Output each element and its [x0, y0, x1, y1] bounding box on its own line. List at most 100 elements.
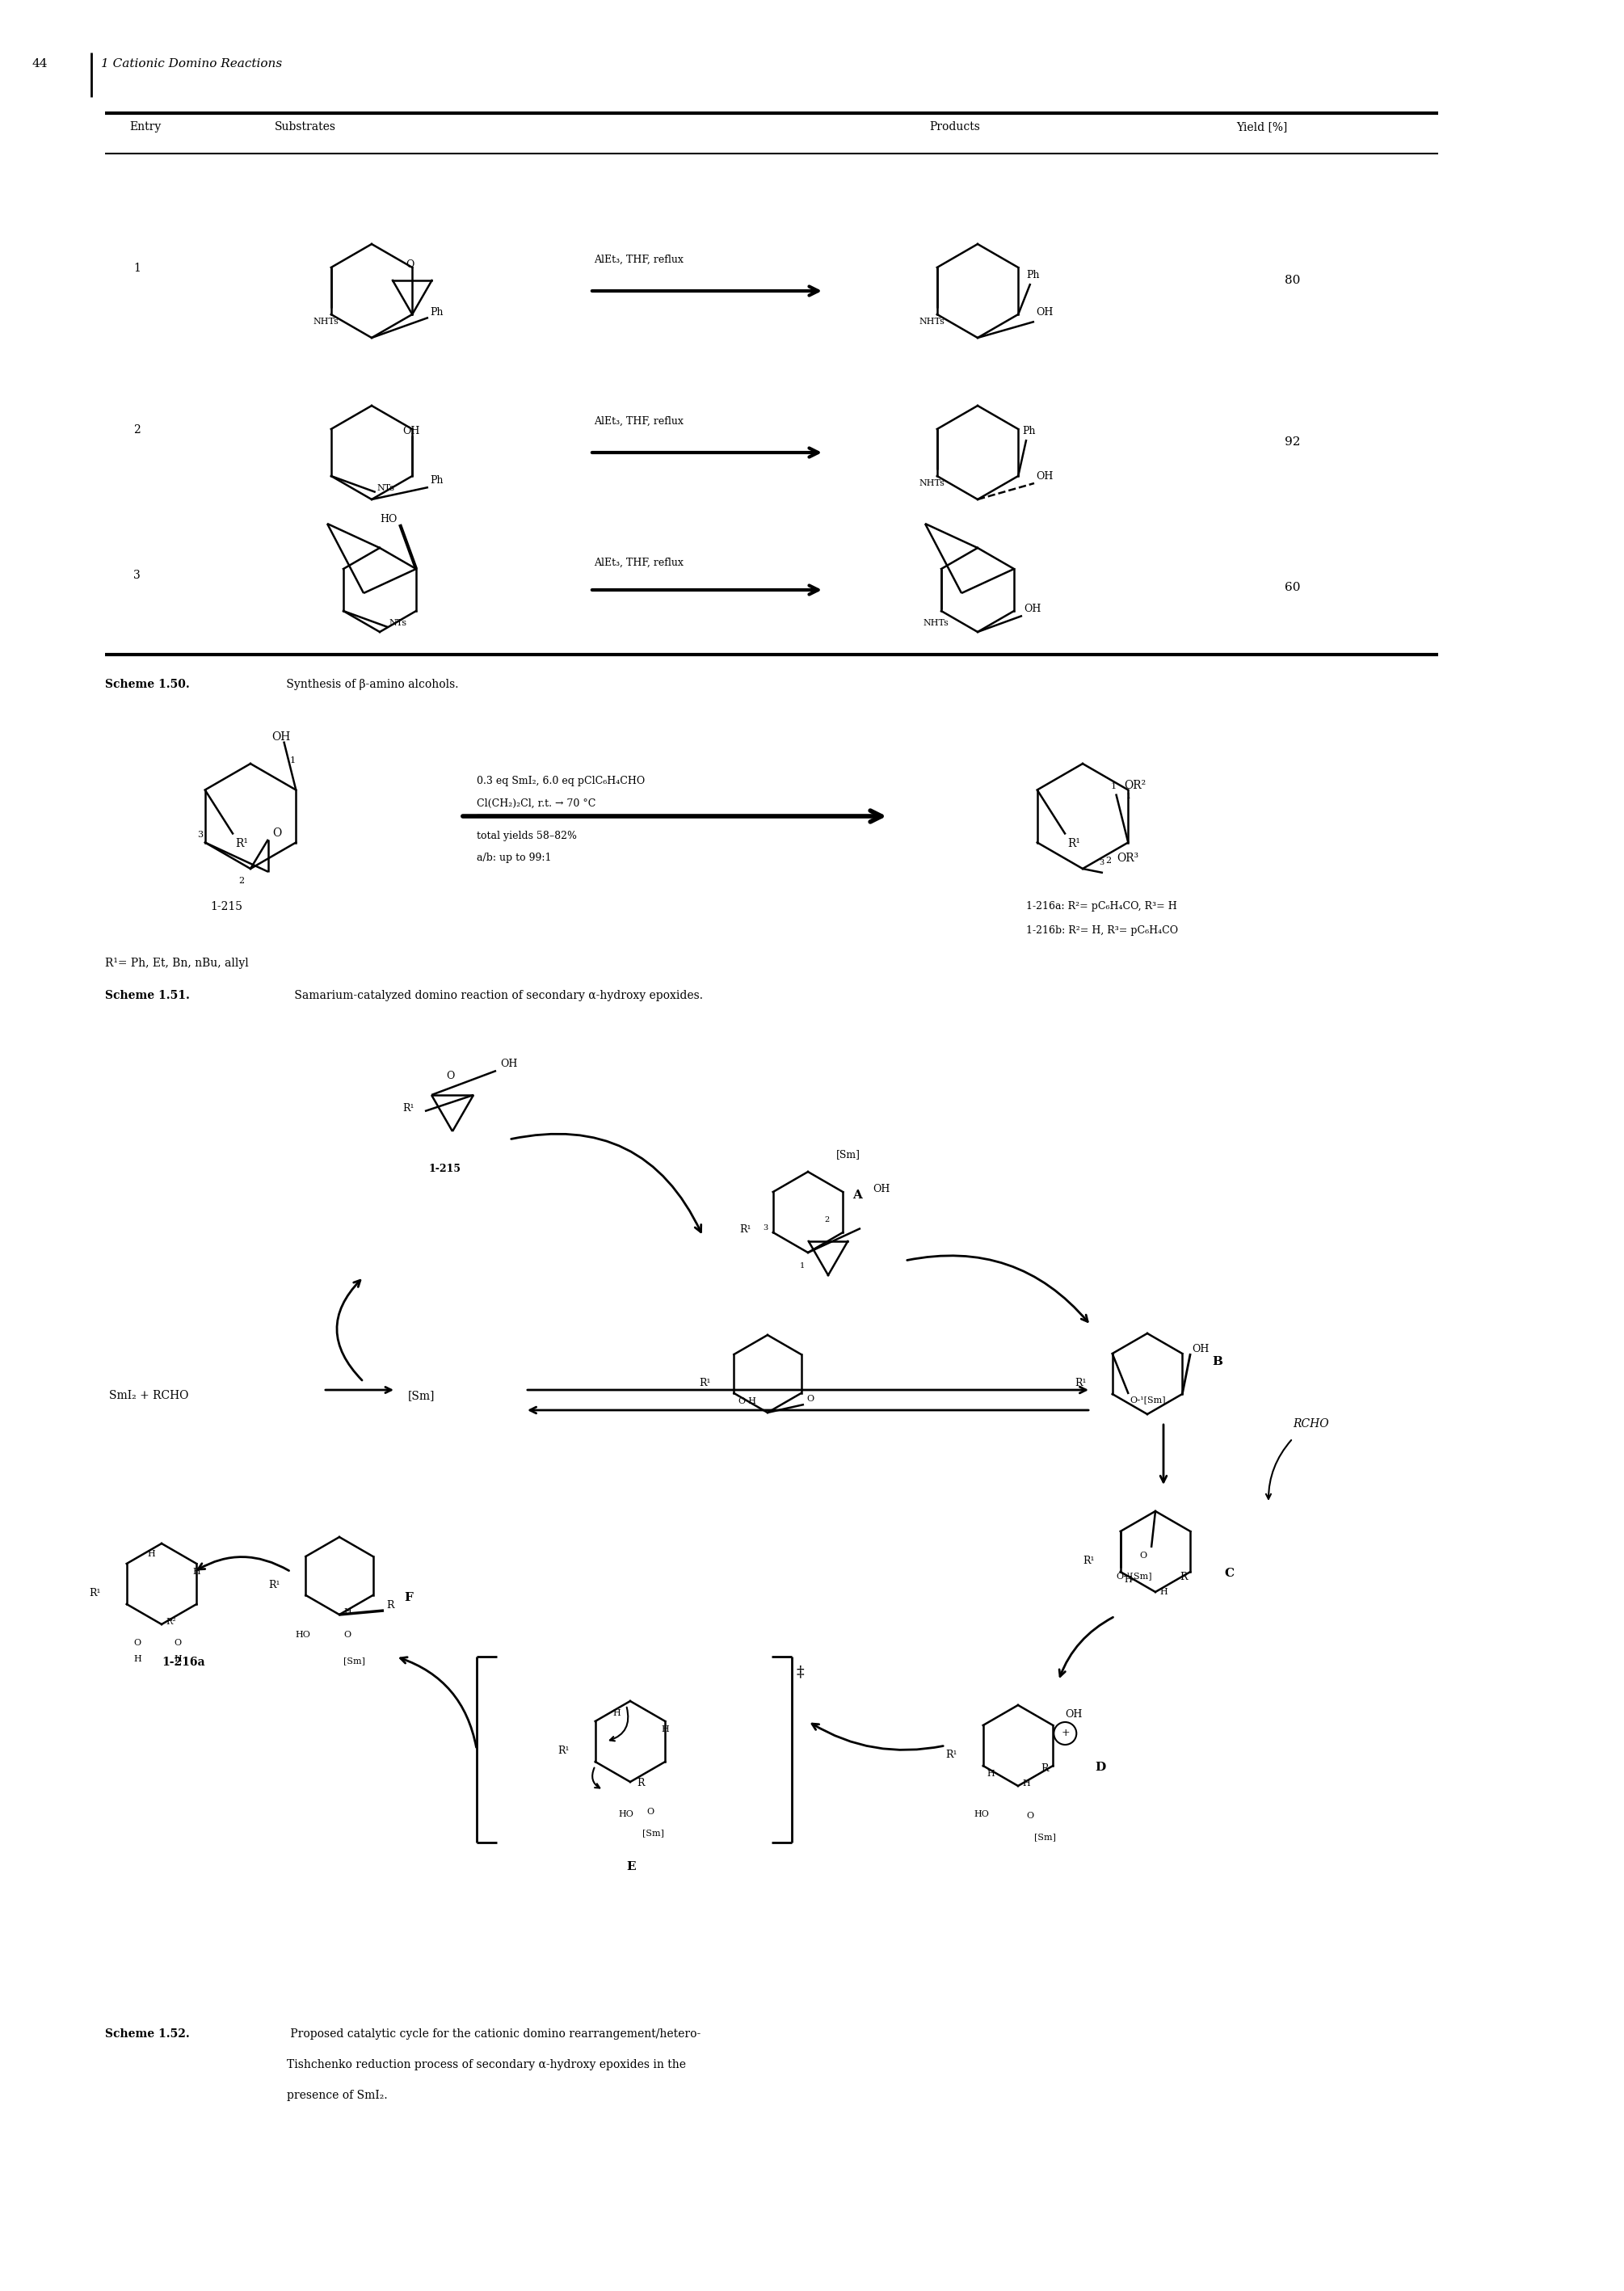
Text: presence of SmI₂.: presence of SmI₂. [287, 2089, 388, 2101]
Text: [Sm]: [Sm] [1034, 1833, 1056, 1842]
Text: 1-215: 1-215 [429, 1164, 461, 1175]
Text: Products: Products [929, 121, 979, 133]
Text: 2: 2 [239, 877, 244, 884]
Text: O: O [447, 1070, 455, 1081]
Text: O-H: O-H [737, 1398, 757, 1404]
Text: 1: 1 [133, 263, 141, 275]
Text: O: O [174, 1638, 182, 1647]
Text: Scheme 1.50.: Scheme 1.50. [106, 678, 190, 690]
Text: 1: 1 [1127, 793, 1132, 800]
Text: OH: OH [1192, 1345, 1210, 1354]
Text: F: F [404, 1592, 412, 1604]
Text: NTs: NTs [390, 619, 408, 628]
Text: total yields 58–82%: total yields 58–82% [477, 832, 577, 841]
Text: Ph: Ph [430, 474, 443, 486]
Text: 44: 44 [32, 57, 49, 69]
Text: O: O [1138, 1551, 1147, 1560]
Text: H: H [343, 1608, 351, 1615]
Text: HO: HO [619, 1810, 633, 1819]
Text: R¹: R¹ [739, 1223, 750, 1235]
Text: OH: OH [1065, 1709, 1083, 1721]
Text: RCHO: RCHO [1293, 1418, 1328, 1430]
Text: HO: HO [380, 513, 396, 525]
Text: 3: 3 [133, 570, 140, 582]
Text: E: E [627, 1860, 635, 1872]
Text: Synthesis of β-amino alcohols.: Synthesis of β-amino alcohols. [283, 678, 458, 690]
Text: O: O [1026, 1812, 1033, 1819]
Text: 1-216a: R²= pC₆H₄CO, R³= H: 1-216a: R²= pC₆H₄CO, R³= H [1026, 900, 1177, 912]
Text: C: C [1224, 1567, 1234, 1578]
Text: NHTs: NHTs [919, 479, 945, 488]
Text: 1-215: 1-215 [209, 900, 242, 912]
Text: H: H [987, 1769, 996, 1778]
Text: R¹: R¹ [1083, 1556, 1095, 1567]
Text: 80: 80 [1285, 275, 1301, 286]
Text: AlEt₃, THF, reflux: AlEt₃, THF, reflux [594, 557, 684, 568]
Text: 0.3 eq SmI₂, 6.0 eq pClC₆H₄CHO: 0.3 eq SmI₂, 6.0 eq pClC₆H₄CHO [477, 777, 645, 786]
Text: OH: OH [500, 1058, 518, 1070]
Text: 3: 3 [763, 1223, 768, 1233]
Text: O: O [273, 827, 281, 839]
Text: 1: 1 [289, 756, 296, 765]
Text: Ph: Ph [1026, 270, 1039, 280]
Text: OH: OH [271, 731, 291, 742]
Text: R: R [1041, 1764, 1049, 1773]
Text: NHTs: NHTs [313, 318, 339, 325]
Text: H: H [661, 1725, 669, 1734]
Text: R¹: R¹ [945, 1750, 957, 1759]
Text: Ph: Ph [430, 307, 443, 318]
Text: Cl(CH₂)₂Cl, r.t. → 70 °C: Cl(CH₂)₂Cl, r.t. → 70 °C [477, 800, 596, 809]
Text: OH: OH [1036, 472, 1052, 481]
Text: H: H [1021, 1780, 1030, 1787]
Text: OH: OH [403, 426, 421, 435]
Text: 3: 3 [197, 829, 203, 839]
Text: R: R [1179, 1572, 1187, 1583]
Text: 1-216a: 1-216a [162, 1656, 205, 1668]
Text: HO: HO [974, 1810, 989, 1819]
Text: Tishchenko reduction process of secondary α-hydroxy epoxides in the: Tishchenko reduction process of secondar… [287, 2060, 685, 2071]
Text: R¹: R¹ [403, 1102, 414, 1113]
Text: Yield [%]: Yield [%] [1236, 121, 1288, 133]
Text: Scheme 1.52.: Scheme 1.52. [106, 2028, 190, 2039]
Text: R¹: R¹ [268, 1581, 279, 1590]
Text: 2: 2 [1106, 857, 1111, 864]
Text: R¹= Ph, Et, Bn, nBu, allyl: R¹= Ph, Et, Bn, nBu, allyl [106, 958, 248, 969]
Text: R¹: R¹ [1069, 839, 1080, 850]
Text: 1 Cationic Domino Reactions: 1 Cationic Domino Reactions [101, 57, 283, 69]
Text: 1: 1 [801, 1262, 806, 1269]
Text: H: H [1160, 1588, 1168, 1597]
Text: OH: OH [872, 1184, 890, 1194]
Text: AlEt₃, THF, reflux: AlEt₃, THF, reflux [594, 417, 684, 426]
Text: O: O [807, 1395, 814, 1402]
Text: H: H [193, 1567, 200, 1576]
Text: O-¹[Sm]: O-¹[Sm] [1130, 1395, 1166, 1404]
Text: 3: 3 [1099, 859, 1104, 866]
Text: 1-216b: R²= H, R³= pC₆H₄CO: 1-216b: R²= H, R³= pC₆H₄CO [1026, 926, 1177, 935]
Text: D: D [1095, 1762, 1106, 1773]
Text: R: R [387, 1599, 395, 1611]
Text: R²: R² [166, 1617, 175, 1627]
Text: [Sm]: [Sm] [836, 1150, 861, 1159]
Text: +: + [1060, 1727, 1070, 1739]
Text: ‡: ‡ [796, 1666, 804, 1679]
Text: O-¹[Sm]: O-¹[Sm] [1116, 1572, 1153, 1581]
Text: Ph: Ph [1021, 426, 1036, 435]
Text: H: H [612, 1709, 620, 1718]
Text: O: O [133, 1638, 141, 1647]
Text: OH: OH [1036, 307, 1052, 318]
Text: H: H [133, 1654, 141, 1663]
Text: a/b: up to 99:1: a/b: up to 99:1 [477, 852, 552, 864]
Text: Scheme 1.51.: Scheme 1.51. [106, 990, 190, 1001]
Text: R¹: R¹ [1075, 1377, 1086, 1388]
Text: OR²: OR² [1124, 779, 1147, 790]
Text: R¹: R¹ [89, 1588, 101, 1599]
Text: NHTs: NHTs [919, 318, 945, 325]
Text: R¹: R¹ [698, 1377, 711, 1388]
Text: 2: 2 [823, 1217, 830, 1223]
Text: R: R [637, 1778, 645, 1789]
Text: SmI₂ + RCHO: SmI₂ + RCHO [109, 1391, 188, 1402]
Text: NHTs: NHTs [924, 619, 948, 628]
Text: O: O [343, 1631, 351, 1638]
Text: H: H [1124, 1576, 1132, 1583]
Text: A: A [853, 1189, 862, 1200]
